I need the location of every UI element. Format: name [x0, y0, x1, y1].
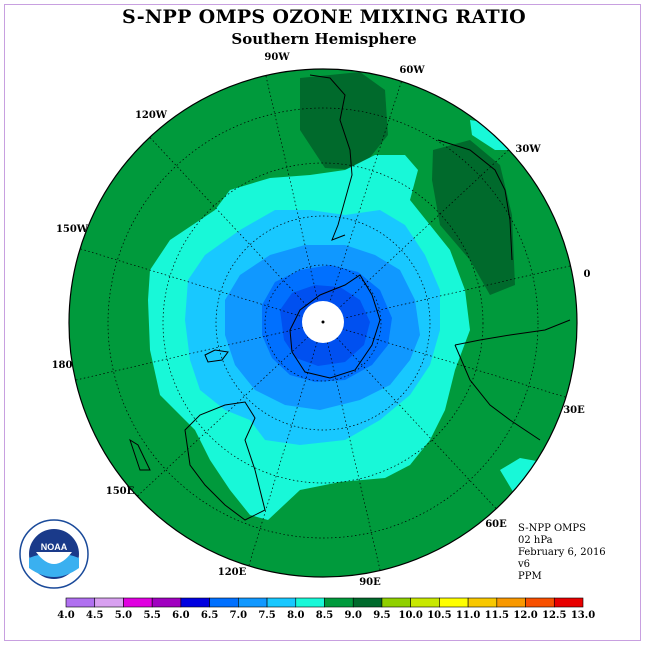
- colorbar-swatch-8.0: [295, 597, 325, 608]
- field-9.0-patch-b: [432, 140, 515, 295]
- colorbar-swatch-11.5: [496, 597, 526, 608]
- info-level: 02 hPa: [518, 535, 553, 546]
- longitude-label-60W: 60W: [399, 65, 425, 76]
- page-title: S-NPP OMPS OZONE MIXING RATIO: [121, 6, 527, 28]
- map-boundary: [68, 68, 578, 578]
- colorbar-swatch-4.5: [94, 597, 124, 608]
- colorbar-tick-12.0: 12.0: [513, 610, 537, 621]
- colorbar-tick-9.0: 9.0: [345, 610, 362, 621]
- field-9.0-patch-a: [300, 72, 388, 170]
- coast-new-zealand: [129, 438, 151, 471]
- info-date: February 6, 2016: [518, 547, 606, 558]
- colorbar-swatch-10.5: [439, 597, 469, 608]
- coast-south-america: [309, 74, 353, 241]
- info-units: PPM: [518, 571, 542, 582]
- coast-australia: [184, 401, 266, 521]
- longitude-label-120E: 120E: [218, 567, 247, 578]
- colorbar-swatch-6.5: [209, 597, 239, 608]
- colorbar-tick-6.0: 6.0: [172, 610, 189, 621]
- longitude-label-150W: 150W: [56, 224, 89, 235]
- colorbar-tick-13.0: 13.0: [571, 610, 595, 621]
- colorbar-tick-7.5: 7.5: [258, 610, 275, 621]
- colorbar-tick-4.0: 4.0: [57, 610, 74, 621]
- colorbar-swatch-5.5: [151, 597, 182, 608]
- colorbar-tick-11.0: 11.0: [456, 610, 480, 621]
- colorbar-tick-7.0: 7.0: [230, 610, 247, 621]
- colorbar-swatch-10.0: [410, 597, 440, 608]
- longitude-label-150E: 150E: [106, 486, 135, 497]
- colorbar-swatch-9.5: [381, 597, 411, 608]
- colorbar-swatch-5.0: [123, 597, 153, 608]
- colorbar-swatch-12.5: [553, 597, 584, 608]
- colorbar-swatch-6.0: [180, 597, 210, 608]
- coast-antarctica: [289, 274, 381, 379]
- longitude-label-90W: 90W: [264, 52, 290, 63]
- colorbar-swatch-7.0: [238, 597, 268, 608]
- outer-frame: [4, 4, 641, 641]
- coastlines: [129, 74, 571, 521]
- longitude-label-120W: 120W: [135, 110, 168, 121]
- longitude-label-90E: 90E: [359, 577, 381, 588]
- colorbar-tick-9.5: 9.5: [373, 610, 390, 621]
- colorbar-tick-4.5: 4.5: [86, 610, 103, 621]
- coast-africa: [454, 319, 571, 441]
- info-panel: S-NPP OMPS 02 hPa February 6, 2016 v6 PP…: [518, 523, 606, 583]
- longitude-labels: 90W 60W 30W 0 30E 60E 90E 120E 150E 180 150W 120W: [52, 52, 591, 588]
- colorbar-swatch-12.0: [525, 597, 555, 608]
- colorbar-swatch-9.0: [352, 597, 383, 608]
- longitude-label-180: 180: [52, 360, 73, 371]
- coast-ross-ice: [204, 349, 229, 363]
- colorbar-tick-5.5: 5.5: [143, 610, 160, 621]
- colorbar-tick-10.0: 10.0: [398, 610, 422, 621]
- longitude-label-30W: 30W: [515, 144, 541, 155]
- colorbar-swatch-4.0: [65, 597, 96, 608]
- page-subtitle: Southern Hemisphere: [231, 30, 417, 48]
- colorbar-tick-8.0: 8.0: [287, 610, 304, 621]
- info-version: v6: [518, 559, 531, 570]
- colorbar-tick-8.5: 8.5: [316, 610, 333, 621]
- colorbar-tick-12.5: 12.5: [542, 610, 566, 621]
- info-instrument: S-NPP OMPS: [518, 523, 586, 534]
- longitude-label-60E: 60E: [485, 519, 507, 530]
- south-pole-marker: [321, 320, 325, 324]
- logo-text: NOAA: [41, 542, 68, 552]
- colorbar-swatch-8.5: [324, 597, 354, 608]
- colorbar-tick-11.5: 11.5: [485, 610, 509, 621]
- longitude-label-0: 0: [584, 269, 591, 280]
- colorbar-swatch-7.5: [266, 597, 297, 608]
- colorbar-swatch-11.0: [467, 597, 498, 608]
- coast-atlantic-edge: [437, 139, 513, 261]
- latitude-circles: [107, 107, 539, 539]
- colorbar-tick-5.0: 5.0: [115, 610, 132, 621]
- colorbar-tick-10.5: 10.5: [427, 610, 451, 621]
- colorbar-tick-6.5: 6.5: [201, 610, 218, 621]
- noaa-logo: NOAA: [19, 519, 89, 589]
- longitude-label-30E: 30E: [563, 405, 585, 416]
